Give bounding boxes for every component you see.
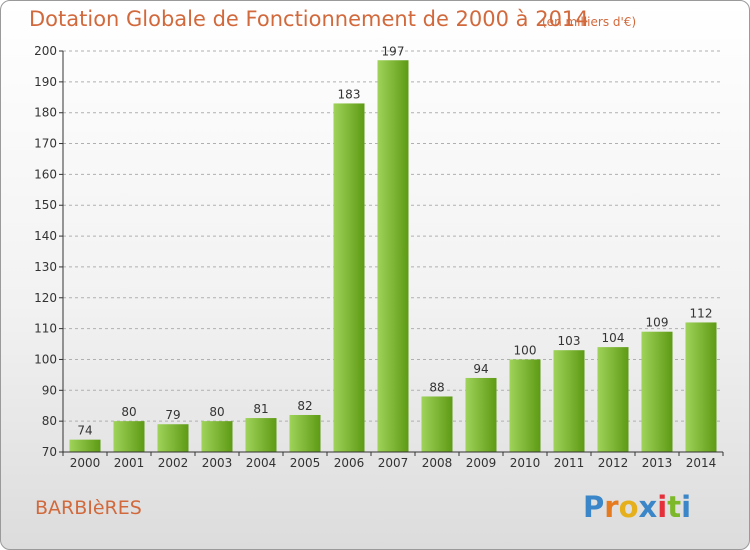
bar xyxy=(113,421,145,452)
y-tick-label: 140 xyxy=(34,229,57,243)
x-tick-label: 2000 xyxy=(70,456,101,470)
bar xyxy=(333,103,365,452)
proxiti-logo: Proxiti xyxy=(583,490,691,524)
x-tick-label: 2010 xyxy=(510,456,541,470)
data-label: 100 xyxy=(514,343,537,357)
logo-letter: i xyxy=(657,490,668,524)
x-tick-label: 2013 xyxy=(642,456,673,470)
labels: 7080901001101201301401501601701801902007… xyxy=(34,44,716,470)
bar xyxy=(641,331,673,452)
commune-name: BARBIèRES xyxy=(35,497,142,519)
bar xyxy=(157,424,189,452)
data-label: 88 xyxy=(429,380,444,394)
x-tick-label: 2012 xyxy=(598,456,629,470)
y-tick-label: 110 xyxy=(34,322,57,336)
logo-letter: x xyxy=(638,490,658,524)
data-label: 112 xyxy=(690,306,713,320)
x-tick-label: 2011 xyxy=(554,456,585,470)
bar xyxy=(377,60,409,452)
chart-unit-label: (en milliers d'€) xyxy=(542,15,637,29)
x-tick-label: 2014 xyxy=(686,456,717,470)
x-tick-label: 2005 xyxy=(290,456,321,470)
bar xyxy=(465,377,497,452)
data-label: 103 xyxy=(558,334,581,348)
data-label: 74 xyxy=(77,424,92,438)
y-tick-label: 200 xyxy=(34,44,57,58)
bars xyxy=(69,60,717,452)
data-label: 79 xyxy=(165,408,180,422)
x-tick-label: 2004 xyxy=(246,456,277,470)
chart-title: Dotation Globale de Fonctionnement de 20… xyxy=(29,7,589,31)
x-tick-label: 2008 xyxy=(422,456,453,470)
x-tick-label: 2006 xyxy=(334,456,365,470)
y-tick-label: 80 xyxy=(42,414,57,428)
y-tick-label: 90 xyxy=(42,383,57,397)
y-tick-label: 130 xyxy=(34,260,57,274)
data-label: 80 xyxy=(121,405,136,419)
logo-letter: r xyxy=(604,490,619,524)
data-label: 81 xyxy=(253,402,268,416)
x-tick-label: 2007 xyxy=(378,456,409,470)
bar xyxy=(201,421,233,452)
logo-letter: i xyxy=(681,490,692,524)
data-label: 94 xyxy=(473,362,488,376)
y-tick-label: 120 xyxy=(34,291,57,305)
bar xyxy=(685,322,717,452)
bar xyxy=(597,347,629,452)
x-tick-label: 2003 xyxy=(202,456,233,470)
bar xyxy=(509,359,541,452)
bar xyxy=(421,396,453,452)
bar xyxy=(69,439,101,452)
axes xyxy=(59,50,724,456)
bar xyxy=(289,414,321,452)
y-tick-label: 170 xyxy=(34,137,57,151)
x-tick-label: 2002 xyxy=(158,456,189,470)
y-tick-label: 150 xyxy=(34,198,57,212)
y-tick-label: 180 xyxy=(34,106,57,120)
x-tick-label: 2009 xyxy=(466,456,497,470)
y-tick-label: 70 xyxy=(42,445,57,459)
bar xyxy=(553,350,585,452)
logo-letter: t xyxy=(667,490,682,524)
logo-letter: P xyxy=(583,490,605,524)
data-label: 109 xyxy=(646,316,669,330)
logo-letter: o xyxy=(618,490,639,524)
data-label: 197 xyxy=(382,44,405,58)
y-tick-label: 100 xyxy=(34,352,57,366)
y-tick-label: 190 xyxy=(34,75,57,89)
data-label: 82 xyxy=(297,399,312,413)
y-tick-label: 160 xyxy=(34,167,57,181)
data-label: 183 xyxy=(338,87,361,101)
data-label: 104 xyxy=(602,331,625,345)
x-tick-label: 2001 xyxy=(114,456,145,470)
data-label: 80 xyxy=(209,405,224,419)
bar xyxy=(245,418,277,452)
